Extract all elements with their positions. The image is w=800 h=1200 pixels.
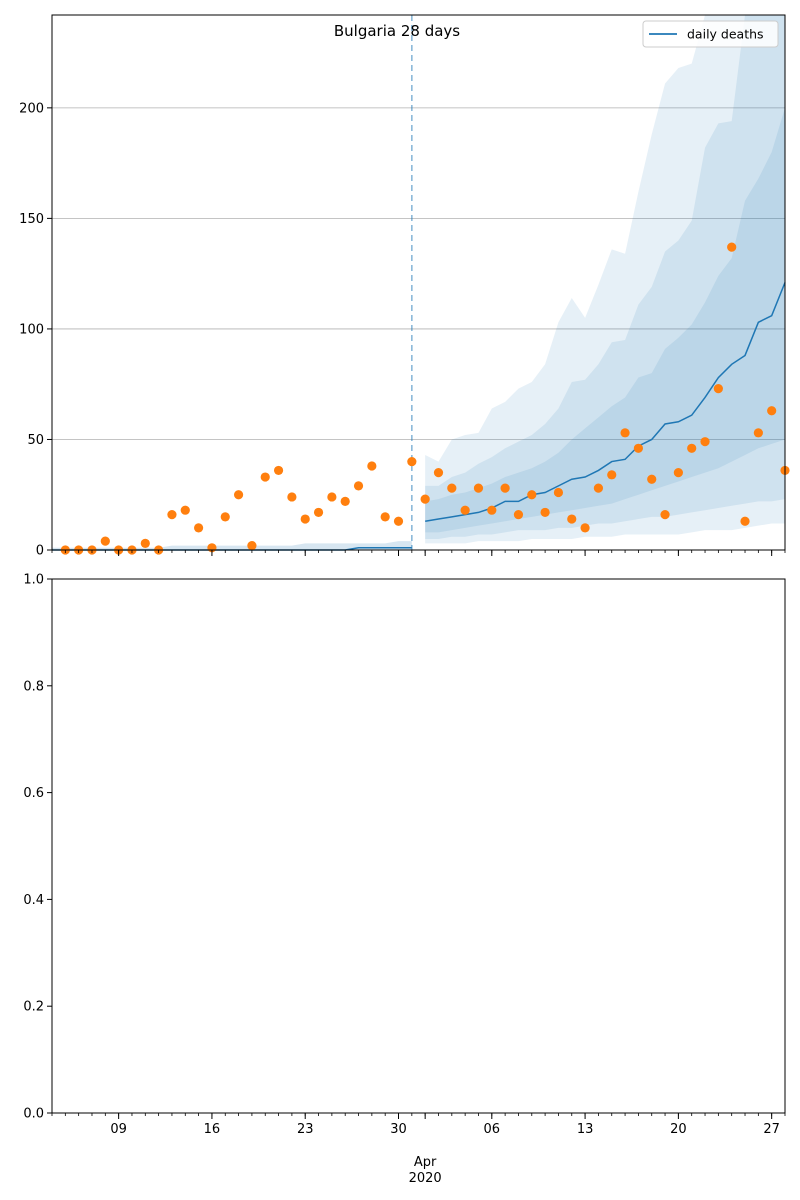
top-chart: 0 50 100 150 200 Bulgaria 28 days daily deat… bbox=[19, 14, 790, 559]
data-point bbox=[593, 483, 604, 493]
data-point bbox=[727, 242, 737, 252]
legend: daily deaths bbox=[642, 20, 779, 48]
x-tick-label: 30 bbox=[390, 1122, 407, 1137]
y-tick-label: 0.0 bbox=[23, 1107, 44, 1122]
data-point bbox=[460, 505, 470, 515]
x-tick-label-line: Apr bbox=[414, 1155, 437, 1170]
data-point bbox=[687, 443, 697, 453]
data-point bbox=[220, 512, 230, 522]
data-point bbox=[633, 443, 644, 453]
x-tick-label: 20 bbox=[670, 1122, 687, 1137]
y-tick-label: 100 bbox=[19, 322, 44, 337]
bottom-plot-frame bbox=[51, 578, 786, 1114]
observed-deaths-points bbox=[60, 242, 790, 555]
data-point bbox=[273, 465, 284, 476]
data-point bbox=[300, 514, 310, 524]
x-tick-label-line: 06 bbox=[484, 1122, 501, 1137]
data-point bbox=[180, 505, 190, 515]
x-tick-label: 06 bbox=[484, 1122, 501, 1137]
data-point bbox=[420, 494, 430, 504]
data-point bbox=[513, 510, 524, 520]
data-point bbox=[620, 428, 630, 438]
top-x-axis-ticks bbox=[51, 550, 786, 556]
data-point bbox=[553, 487, 564, 498]
data-point bbox=[447, 483, 457, 493]
data-point bbox=[393, 516, 404, 526]
y-tick-label: 200 bbox=[19, 101, 44, 116]
y-tick-label: 0.4 bbox=[23, 893, 44, 908]
x-tick-label-line: 20 bbox=[670, 1122, 687, 1137]
x-tick-label-line: 16 bbox=[204, 1122, 221, 1137]
bottom-x-axis: 09 16 23 30 Apr 2020 06 13 20 27 bbox=[51, 1113, 786, 1186]
data-point bbox=[753, 428, 763, 438]
data-point bbox=[407, 456, 417, 467]
x-tick-label: 23 bbox=[297, 1122, 314, 1137]
data-point bbox=[140, 538, 150, 548]
data-point bbox=[194, 523, 204, 533]
data-point bbox=[260, 472, 270, 482]
x-tick-label: 27 bbox=[763, 1122, 780, 1137]
data-point bbox=[767, 406, 777, 416]
data-point bbox=[353, 481, 364, 491]
data-point bbox=[607, 470, 617, 480]
forecast-band-3 bbox=[425, 107, 785, 533]
data-point bbox=[313, 507, 324, 518]
data-point bbox=[673, 468, 683, 478]
daily-deaths-line-forecast bbox=[425, 282, 786, 523]
y-tick-label: 0.6 bbox=[23, 786, 44, 801]
y-tick-label: 150 bbox=[19, 212, 44, 227]
data-point bbox=[233, 490, 244, 500]
x-tick-label-line: 09 bbox=[110, 1122, 127, 1137]
y-tick-label: 0.8 bbox=[23, 679, 44, 694]
data-point bbox=[487, 505, 497, 515]
forecast-band-2 bbox=[425, 15, 785, 539]
x-tick-label: 09 bbox=[110, 1122, 127, 1137]
legend-box bbox=[642, 20, 779, 48]
data-point bbox=[473, 483, 484, 493]
x-tick-label: 16 bbox=[204, 1122, 221, 1137]
data-point bbox=[247, 540, 257, 551]
data-point bbox=[167, 510, 177, 520]
top-plot-background bbox=[52, 15, 785, 550]
x-tick-label: Apr 2020 bbox=[409, 1155, 442, 1186]
data-point bbox=[433, 468, 444, 478]
top-plot-frame bbox=[51, 14, 786, 551]
x-tick-label-line: 2020 bbox=[409, 1171, 442, 1186]
y-tick-label: 0.2 bbox=[23, 1000, 44, 1015]
data-point bbox=[340, 496, 350, 506]
data-point bbox=[527, 490, 537, 500]
data-point bbox=[327, 492, 337, 502]
data-point bbox=[500, 483, 510, 493]
top-gridlines bbox=[52, 107, 785, 440]
data-point bbox=[287, 492, 297, 502]
data-point bbox=[660, 510, 670, 520]
y-tick-label: 1.0 bbox=[23, 573, 44, 588]
x-tick-label: 13 bbox=[577, 1122, 594, 1137]
data-point bbox=[540, 507, 550, 518]
data-point bbox=[380, 512, 390, 522]
bottom-chart: 0.0 0.2 0.4 0.6 0.8 1.0 09 16 23 30 Apr 2020 06 13 20… bbox=[23, 573, 786, 1186]
data-point bbox=[567, 514, 577, 524]
y-tick-label: 0 bbox=[36, 544, 44, 559]
bottom-y-axis: 0.0 0.2 0.4 0.6 0.8 1.0 bbox=[23, 573, 52, 1122]
data-point bbox=[367, 461, 377, 471]
top-y-axis: 0 50 100 150 200 bbox=[19, 101, 52, 559]
data-point bbox=[580, 523, 590, 533]
x-tick-label-line: 13 bbox=[577, 1122, 594, 1137]
y-tick-label: 50 bbox=[27, 433, 44, 448]
data-point bbox=[700, 437, 710, 447]
x-tick-label-line: 27 bbox=[763, 1122, 780, 1137]
legend-label: daily deaths bbox=[687, 27, 764, 42]
chart-title: Bulgaria 28 days bbox=[334, 22, 460, 40]
data-point bbox=[100, 536, 110, 546]
data-point bbox=[713, 384, 723, 394]
data-point bbox=[740, 516, 750, 526]
history-band bbox=[52, 541, 412, 550]
data-point bbox=[647, 474, 657, 484]
x-tick-label-line: 30 bbox=[390, 1122, 407, 1137]
x-tick-label-line: 23 bbox=[297, 1122, 314, 1137]
